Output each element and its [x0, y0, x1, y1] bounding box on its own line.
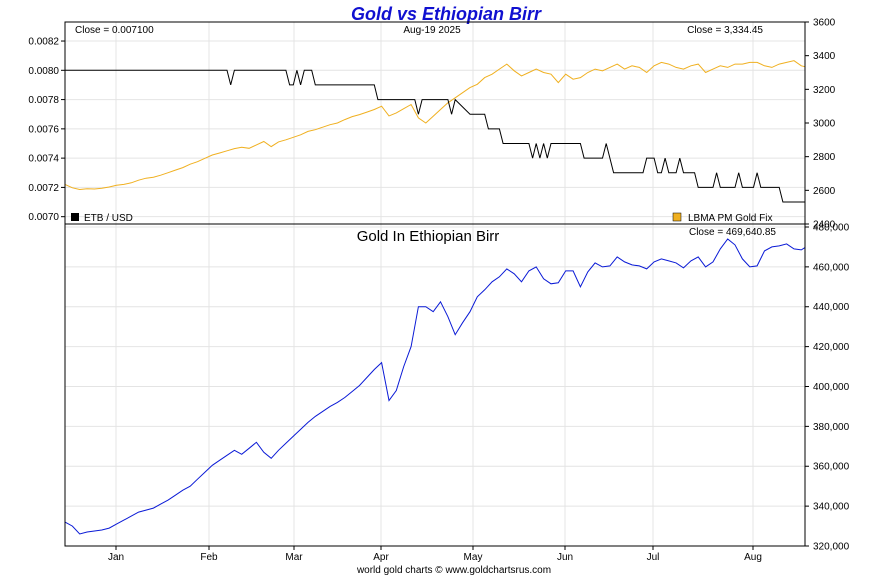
- right-tick-label: 2600: [813, 186, 836, 197]
- x-tick-label: Feb: [200, 552, 218, 563]
- chart-title: Gold vs Ethiopian Birr: [351, 4, 542, 24]
- right-tick-label: 3000: [813, 119, 836, 130]
- left-tick-label: 0.0082: [28, 37, 59, 48]
- x-tick-label: Mar: [285, 552, 303, 563]
- left-tick-label: 0.0072: [28, 183, 59, 194]
- bottom-right-tick-label: 380,000: [813, 422, 850, 433]
- x-tick-label: Jun: [557, 552, 573, 563]
- right-tick-label: 3400: [813, 51, 836, 62]
- legend-label-etb: ETB / USD: [84, 213, 133, 224]
- left-tick-label: 0.0078: [28, 95, 59, 106]
- top-right-axis-ticks: 2400 2600 2800 3000 3200 3400 3600: [805, 18, 836, 231]
- right-tick-label: 3600: [813, 18, 836, 29]
- bottom-panel-grid: [65, 224, 805, 547]
- left-close-label: Close = 0.007100: [75, 25, 154, 36]
- gold-in-birr-line: [64, 238, 806, 535]
- footer-credit: world gold charts © www.goldchartsrus.co…: [356, 565, 551, 575]
- x-tick-label: Aug: [744, 552, 762, 563]
- bottom-panel-title: Gold In Ethiopian Birr: [357, 228, 500, 245]
- x-tick-label: Apr: [373, 552, 389, 563]
- right-tick-label: 2400: [813, 220, 836, 231]
- right-close-label: Close = 3,334.45: [687, 25, 763, 36]
- legend-label-gold: LBMA PM Gold Fix: [688, 213, 772, 224]
- x-axis-ticks: Jan Feb Mar Apr May Jun Jul Aug: [108, 546, 762, 563]
- legend-gold: LBMA PM Gold Fix: [672, 212, 772, 224]
- x-tick-label: May: [464, 552, 483, 563]
- legend-etb: ETB / USD: [71, 213, 133, 224]
- bottom-right-tick-label: 360,000: [813, 462, 850, 473]
- right-tick-label: 2800: [813, 152, 836, 163]
- legend-swatch-gold: [672, 212, 682, 222]
- bottom-right-tick-label: 440,000: [813, 302, 850, 313]
- bottom-right-axis-ticks: 320,000 340,000 360,000 380,000 400,000 420,0…: [805, 222, 850, 553]
- right-tick-label: 3200: [813, 85, 836, 96]
- date-label: Aug-19 2025: [403, 25, 461, 36]
- bottom-right-tick-label: 420,000: [813, 342, 850, 353]
- bottom-panel-frame: [64, 223, 806, 547]
- top-panel-grid: [65, 22, 805, 224]
- bottom-right-tick-label: 320,000: [813, 542, 850, 553]
- x-tick-label: Jul: [647, 552, 660, 563]
- bottom-right-tick-label: 480,000: [813, 222, 850, 233]
- left-tick-label: 0.0080: [28, 66, 59, 77]
- left-tick-label: 0.0070: [28, 212, 59, 223]
- top-left-axis-ticks: 0.0070 0.0072 0.0074 0.0076 0.0078 0.0080 0.00…: [28, 37, 65, 223]
- bottom-right-tick-label: 340,000: [813, 502, 850, 513]
- left-tick-label: 0.0076: [28, 124, 59, 135]
- etb-usd-line: [65, 69, 805, 203]
- bottom-right-tick-label: 460,000: [813, 262, 850, 273]
- left-tick-label: 0.0074: [28, 154, 59, 165]
- legend-swatch-etb: [71, 213, 79, 221]
- top-panel-series: [64, 60, 806, 203]
- bottom-panel-series: [64, 238, 806, 535]
- gold-price-line: [64, 60, 806, 191]
- bottom-close-label: Close = 469,640.85: [689, 227, 776, 238]
- bottom-right-tick-label: 400,000: [813, 382, 850, 393]
- top-panel-frame: [64, 21, 806, 225]
- x-tick-label: Jan: [108, 552, 124, 563]
